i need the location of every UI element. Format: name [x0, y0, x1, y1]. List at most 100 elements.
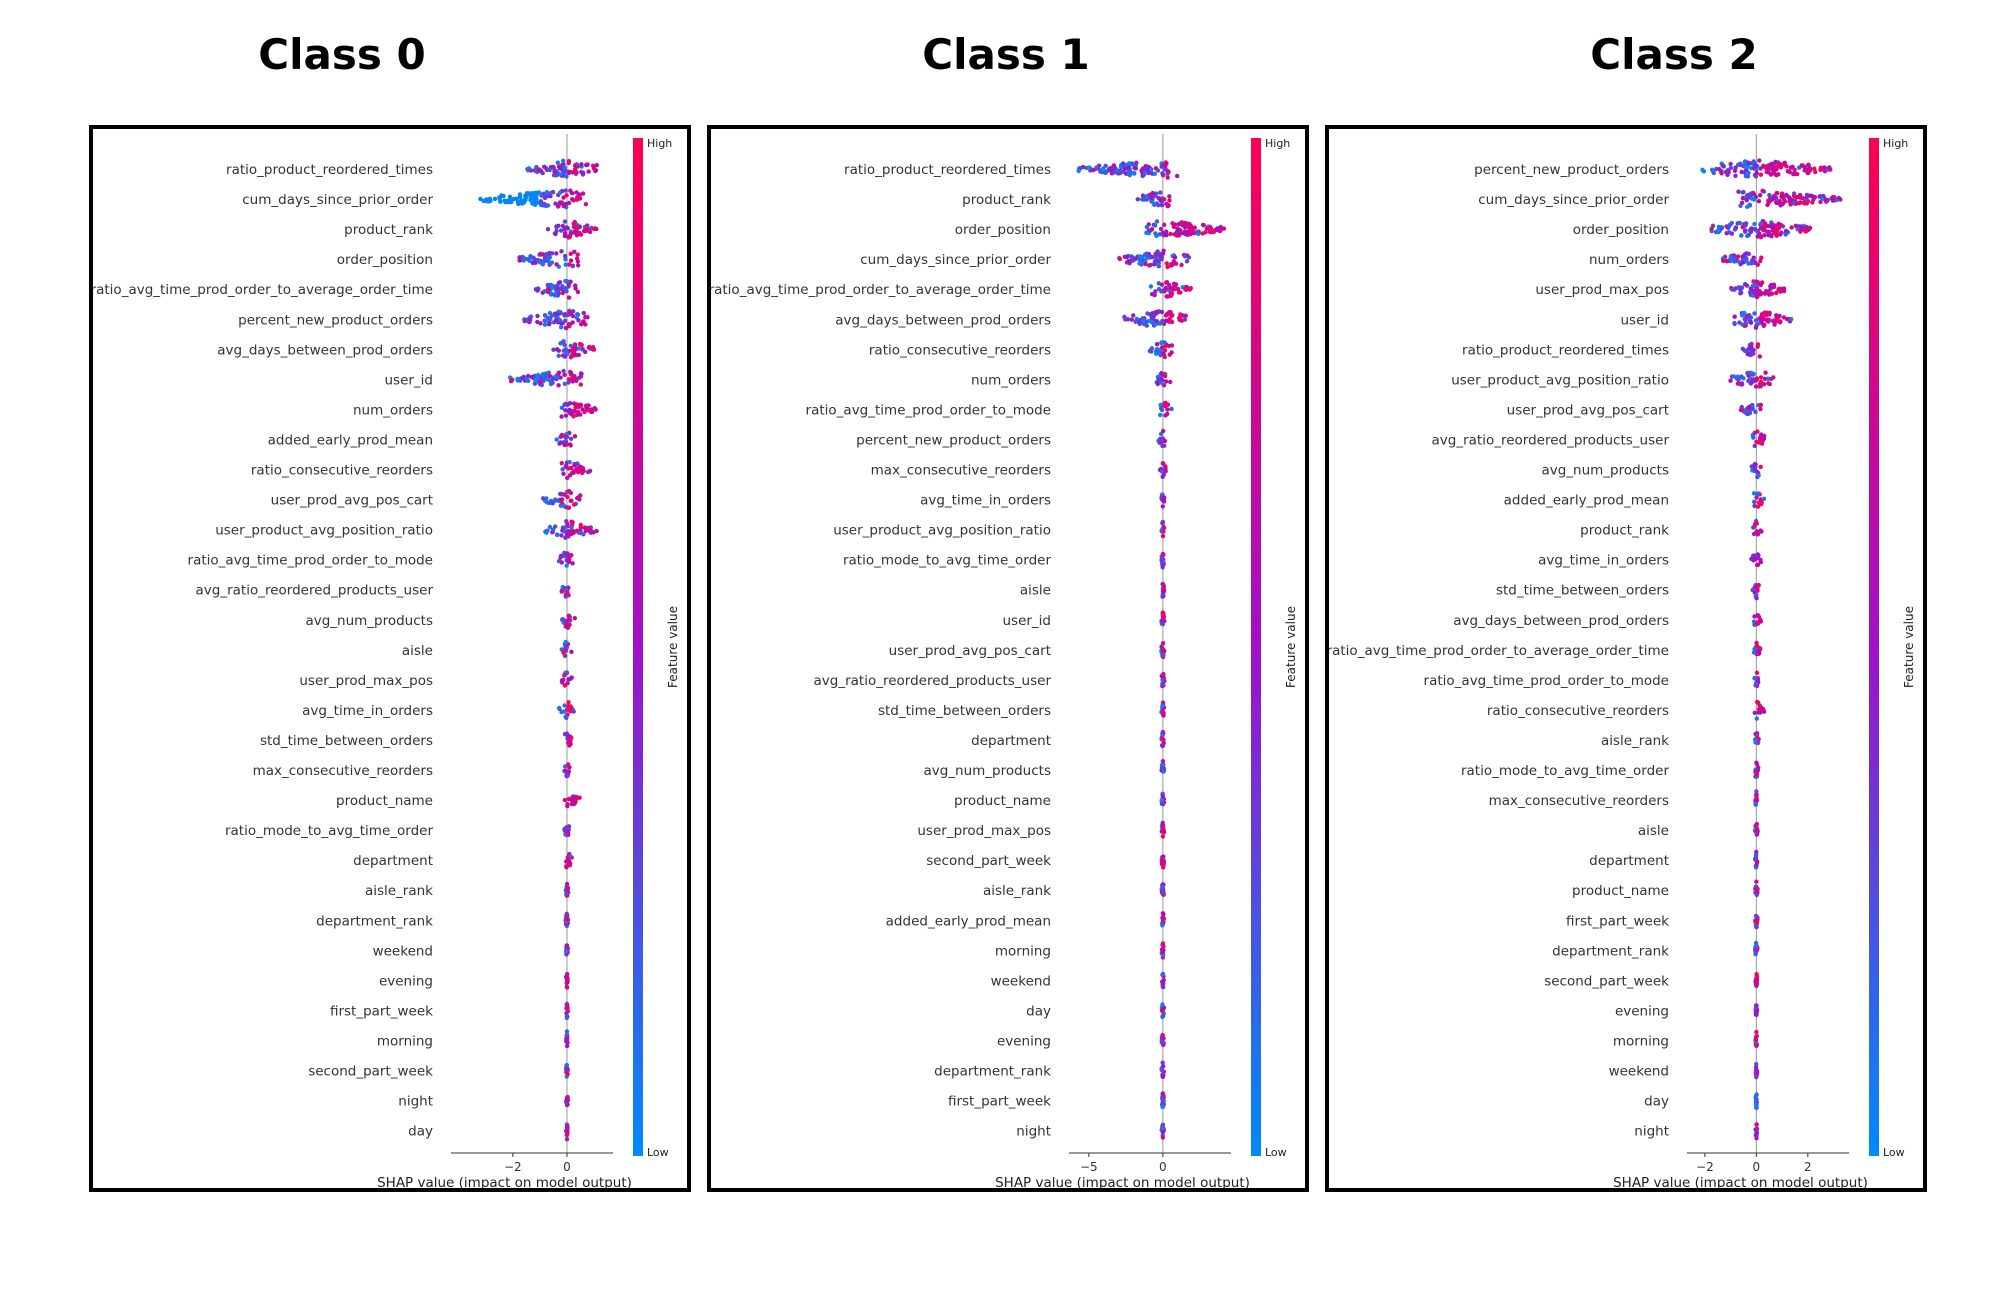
feature-row: second_part_week [926, 853, 1167, 870]
shap-point [1154, 250, 1160, 256]
feature-label: cum_days_since_prior_order [860, 252, 1051, 268]
shap-point [575, 289, 581, 295]
shap-point [1161, 1063, 1166, 1069]
shap-point [1753, 1037, 1759, 1042]
shap-point [562, 703, 567, 708]
shap-point [586, 227, 591, 232]
shap-point [1772, 322, 1777, 327]
feature-label: aisle_rank [365, 883, 433, 899]
shap-point [573, 228, 579, 234]
feature-row: weekend [1609, 1061, 1760, 1080]
shap-point [553, 498, 558, 503]
shap-dots [525, 158, 599, 179]
shap-point [1201, 223, 1206, 228]
shap-point [1754, 167, 1759, 172]
shap-point [1172, 286, 1177, 292]
feature-label: std_time_between_orders [1496, 583, 1669, 599]
feature-row: avg_ratio_reordered_products_user [814, 671, 1167, 689]
shap-point [1740, 190, 1745, 195]
shap-point [1164, 280, 1169, 285]
feature-row: ratio_product_reordered_times [226, 158, 599, 179]
shap-point [1749, 556, 1754, 562]
shap-point [565, 830, 571, 835]
shap-point [564, 442, 570, 447]
shap-point [1157, 321, 1163, 326]
shap-point [1737, 220, 1742, 226]
shap-point [559, 414, 564, 419]
shap-point [1827, 165, 1832, 170]
shap-dots [1751, 491, 1767, 509]
shap-point [559, 249, 564, 254]
shap-point [1802, 168, 1807, 173]
shap-point [1764, 164, 1770, 170]
shap-point [559, 228, 564, 233]
shap-point [561, 368, 566, 374]
shap-point [1738, 287, 1743, 293]
shap-point [1160, 703, 1165, 708]
feature-label: department [1589, 853, 1669, 869]
shap-point [1144, 323, 1149, 328]
shap-point [551, 165, 556, 171]
shap-point [580, 191, 586, 196]
shap-point [1164, 261, 1169, 266]
colorbar-high-label: High [1265, 137, 1290, 150]
shap-point [1162, 340, 1167, 345]
feature-row: ratio_avg_time_prod_order_to_average_ord… [93, 278, 581, 300]
shap-point [1169, 350, 1174, 355]
feature-label: ratio_avg_time_prod_order_to_average_ord… [711, 282, 1051, 298]
shap-point [1831, 194, 1836, 200]
shap-point [1161, 499, 1167, 504]
shap-point [1746, 261, 1751, 266]
shap-dots [1732, 310, 1794, 330]
shap-point [1733, 165, 1738, 170]
shap-point [565, 802, 570, 807]
shap-point [1759, 441, 1765, 446]
shap-point [1160, 979, 1166, 984]
shap-point [1752, 646, 1757, 652]
shap-point [1160, 737, 1165, 742]
shap-point [561, 348, 566, 353]
shap-point [1767, 312, 1772, 317]
shap-point [1774, 290, 1779, 296]
shap-dots [1159, 1122, 1166, 1140]
shap-point [1160, 533, 1166, 539]
shap-point [1802, 199, 1807, 205]
shap-point [1728, 165, 1734, 171]
feature-label: user_prod_avg_pos_cart [889, 643, 1051, 659]
panel-title-class-2: Class 2 [1590, 30, 1758, 79]
shap-point [1736, 259, 1742, 264]
shap-point [561, 617, 566, 623]
shap-point [1753, 952, 1758, 957]
shap-point [565, 886, 570, 891]
shap-point [1758, 406, 1763, 412]
feature-label: num_orders [1589, 252, 1669, 268]
shap-dots [1160, 1091, 1166, 1110]
shap-point [517, 192, 523, 197]
shap-point [1819, 167, 1824, 172]
shap-point [1170, 221, 1175, 226]
shap-point [565, 979, 570, 985]
feature-label: avg_time_in_orders [1538, 553, 1669, 569]
shap-point [574, 170, 579, 175]
shap-point [1761, 436, 1767, 441]
feature-row: ratio_consecutive_reorders [251, 460, 593, 481]
colorbar-title: Feature value [1284, 606, 1298, 688]
shap-point [561, 503, 566, 508]
shap-point [1812, 166, 1817, 171]
shap-point [1739, 233, 1744, 238]
shap-point [1781, 286, 1787, 291]
shap-point [1754, 640, 1759, 646]
shap-point [568, 676, 573, 682]
shap-point [1776, 287, 1781, 292]
shap-point [1203, 230, 1208, 235]
shap-point [570, 561, 575, 566]
shap-point [577, 795, 582, 800]
feature-label: std_time_between_orders [878, 703, 1051, 719]
shap-point [565, 552, 570, 558]
shap-point [583, 202, 589, 207]
shap-point [583, 315, 588, 320]
feature-label: department_rank [1552, 943, 1669, 959]
feature-label: first_part_week [1566, 913, 1669, 929]
shap-point [593, 407, 598, 412]
shap-dots [559, 401, 598, 419]
